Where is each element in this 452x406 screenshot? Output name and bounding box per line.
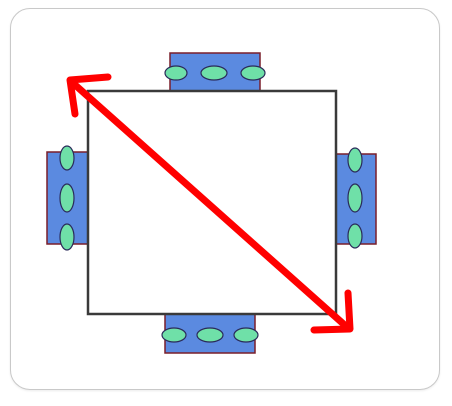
chair-left <box>46 145 90 251</box>
seat-bottom-2 <box>196 327 224 343</box>
seat-top-1 <box>164 65 188 81</box>
diagonal-double-arrow <box>66 73 354 334</box>
seat-left-3 <box>59 223 75 251</box>
arrow-shaft <box>70 80 352 332</box>
arrow-head-bottom-right <box>310 289 354 334</box>
seat-right-1 <box>347 147 363 173</box>
chair-bottom <box>161 313 259 354</box>
seat-left-2 <box>59 183 75 213</box>
seat-bottom-3 <box>233 327 259 343</box>
seat-top-3 <box>240 65 266 81</box>
seat-right-3 <box>347 223 363 249</box>
chair-top <box>164 52 266 92</box>
seat-bottom-1 <box>161 327 187 343</box>
seat-right-2 <box>347 183 363 213</box>
seat-top-2 <box>200 65 228 81</box>
chair-right <box>335 147 377 249</box>
arrow-head-top-left <box>66 73 112 118</box>
seat-left-1 <box>59 145 75 171</box>
